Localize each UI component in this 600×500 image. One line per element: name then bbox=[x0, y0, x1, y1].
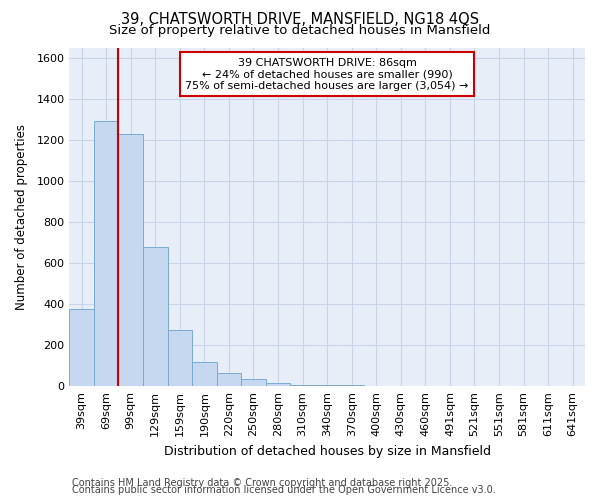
Y-axis label: Number of detached properties: Number of detached properties bbox=[15, 124, 28, 310]
Text: Contains public sector information licensed under the Open Government Licence v3: Contains public sector information licen… bbox=[72, 485, 496, 495]
Bar bbox=[70, 310, 94, 386]
Bar bbox=[290, 384, 315, 386]
Bar bbox=[266, 382, 290, 386]
Text: 39, CHATSWORTH DRIVE, MANSFIELD, NG18 4QS: 39, CHATSWORTH DRIVE, MANSFIELD, NG18 4Q… bbox=[121, 12, 479, 28]
Bar bbox=[167, 330, 192, 386]
Text: Size of property relative to detached houses in Mansfield: Size of property relative to detached ho… bbox=[109, 24, 491, 37]
Text: Contains HM Land Registry data © Crown copyright and database right 2025.: Contains HM Land Registry data © Crown c… bbox=[72, 478, 452, 488]
Bar bbox=[143, 246, 167, 386]
X-axis label: Distribution of detached houses by size in Mansfield: Distribution of detached houses by size … bbox=[164, 444, 491, 458]
Bar bbox=[315, 385, 340, 386]
Bar bbox=[118, 134, 143, 386]
Bar bbox=[94, 122, 118, 386]
Bar bbox=[217, 373, 241, 386]
Bar bbox=[241, 378, 266, 386]
Bar bbox=[192, 362, 217, 386]
Text: 39 CHATSWORTH DRIVE: 86sqm
← 24% of detached houses are smaller (990)
75% of sem: 39 CHATSWORTH DRIVE: 86sqm ← 24% of deta… bbox=[185, 58, 469, 91]
